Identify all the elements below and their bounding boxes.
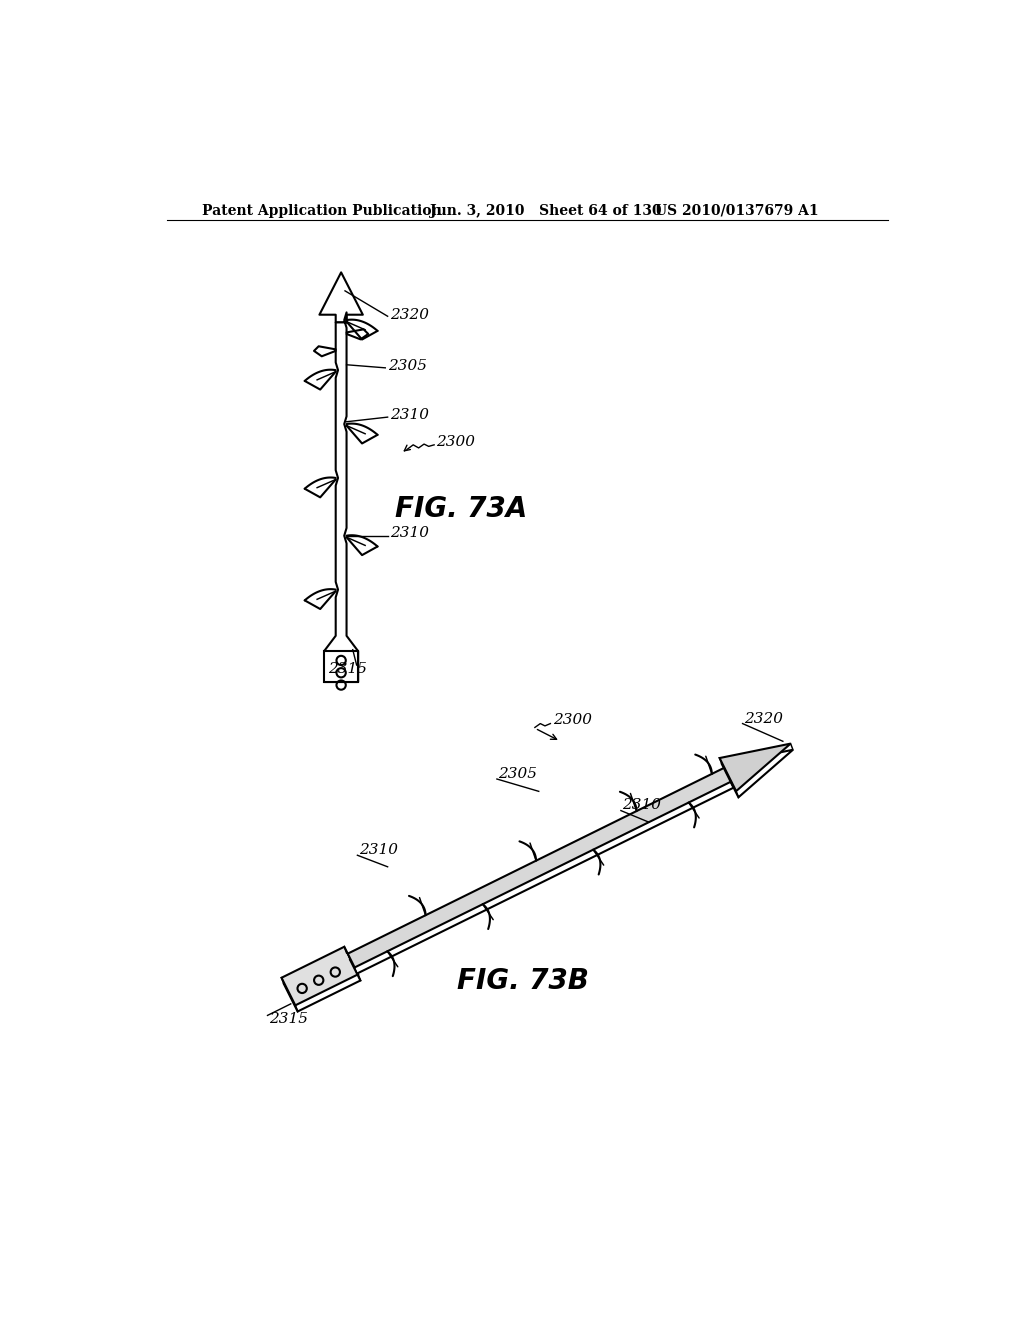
- Text: US 2010/0137679 A1: US 2010/0137679 A1: [655, 203, 818, 218]
- Polygon shape: [319, 272, 362, 322]
- Text: Patent Application Publication: Patent Application Publication: [202, 203, 441, 218]
- Polygon shape: [348, 768, 731, 968]
- Text: 2310: 2310: [359, 843, 398, 857]
- Text: 2310: 2310: [623, 799, 662, 812]
- Text: 2315: 2315: [269, 1012, 308, 1026]
- Polygon shape: [324, 313, 358, 682]
- Bar: [324, 651, 358, 682]
- Text: Jun. 3, 2010   Sheet 64 of 130: Jun. 3, 2010 Sheet 64 of 130: [430, 203, 662, 218]
- Polygon shape: [720, 743, 791, 791]
- Polygon shape: [282, 946, 358, 1006]
- Text: 2310: 2310: [390, 527, 429, 540]
- Polygon shape: [722, 750, 793, 797]
- Text: 2300: 2300: [436, 434, 475, 449]
- Text: 2320: 2320: [390, 309, 429, 322]
- Text: 2300: 2300: [553, 714, 592, 727]
- Text: 2305: 2305: [388, 359, 427, 374]
- Text: 2310: 2310: [390, 408, 429, 422]
- Text: 2315: 2315: [328, 661, 367, 676]
- Polygon shape: [284, 953, 360, 1011]
- Text: 2320: 2320: [744, 711, 783, 726]
- Text: 2305: 2305: [499, 767, 538, 781]
- Text: FIG. 73B: FIG. 73B: [458, 966, 589, 995]
- Text: FIG. 73A: FIG. 73A: [395, 495, 527, 523]
- Polygon shape: [350, 774, 733, 974]
